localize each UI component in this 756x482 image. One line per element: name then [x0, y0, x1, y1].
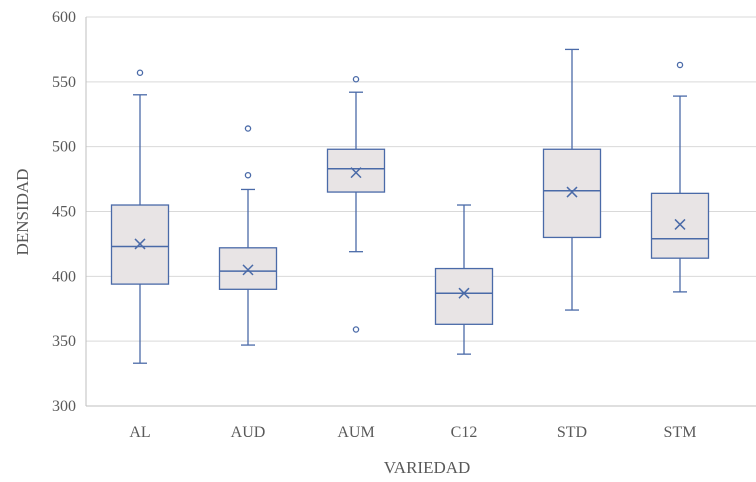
outlier-point — [244, 171, 252, 179]
mean-marker — [134, 238, 146, 250]
box-stm — [650, 61, 710, 293]
y-tick-label-400: 400 — [52, 268, 76, 285]
box-aum — [326, 75, 386, 333]
x-tick-label-c12: C12 — [451, 424, 478, 441]
x-tick-label-stm: STM — [664, 424, 697, 441]
y-tick-label-500: 500 — [52, 139, 76, 156]
iqr-box — [218, 247, 278, 290]
x-tick-label-aud: AUD — [231, 424, 266, 441]
iqr-box — [650, 192, 710, 259]
y-tick-label-300: 300 — [52, 398, 76, 415]
mean-marker — [458, 287, 470, 299]
mean-marker — [242, 264, 254, 276]
y-tick-label-600: 600 — [52, 9, 76, 26]
outlier-point — [352, 75, 360, 83]
boxes — [110, 48, 710, 364]
y-tick-label-450: 450 — [52, 204, 76, 221]
iqr-box — [434, 267, 494, 325]
iqr-box — [326, 148, 386, 193]
outlier-point — [676, 61, 684, 69]
x-axis-title: VARIEDAD — [384, 458, 471, 477]
outlier-point — [244, 125, 252, 132]
x-tick-label-al: AL — [129, 424, 150, 441]
mean-marker — [566, 186, 578, 198]
y-tick-label-350: 350 — [52, 333, 76, 350]
outlier-point — [352, 326, 360, 333]
axes — [85, 17, 756, 407]
y-tick-label-550: 550 — [52, 74, 76, 91]
iqr-box — [542, 148, 602, 239]
x-tick-label-std: STD — [557, 424, 587, 441]
box-aud — [218, 125, 278, 346]
y-axis-title: DENSIDAD — [13, 169, 32, 256]
outlier-point — [136, 69, 144, 77]
x-tick-label-aum: AUM — [337, 424, 374, 441]
tick-labels: 300 350 400 450 500 550 600 AL AUD AUM C12 STD STM — [52, 9, 696, 441]
box-al — [110, 69, 170, 364]
box-std — [542, 48, 602, 311]
mean-marker — [350, 167, 362, 179]
gridlines — [86, 16, 756, 342]
box-c12 — [434, 204, 494, 355]
mean-marker — [674, 218, 686, 230]
